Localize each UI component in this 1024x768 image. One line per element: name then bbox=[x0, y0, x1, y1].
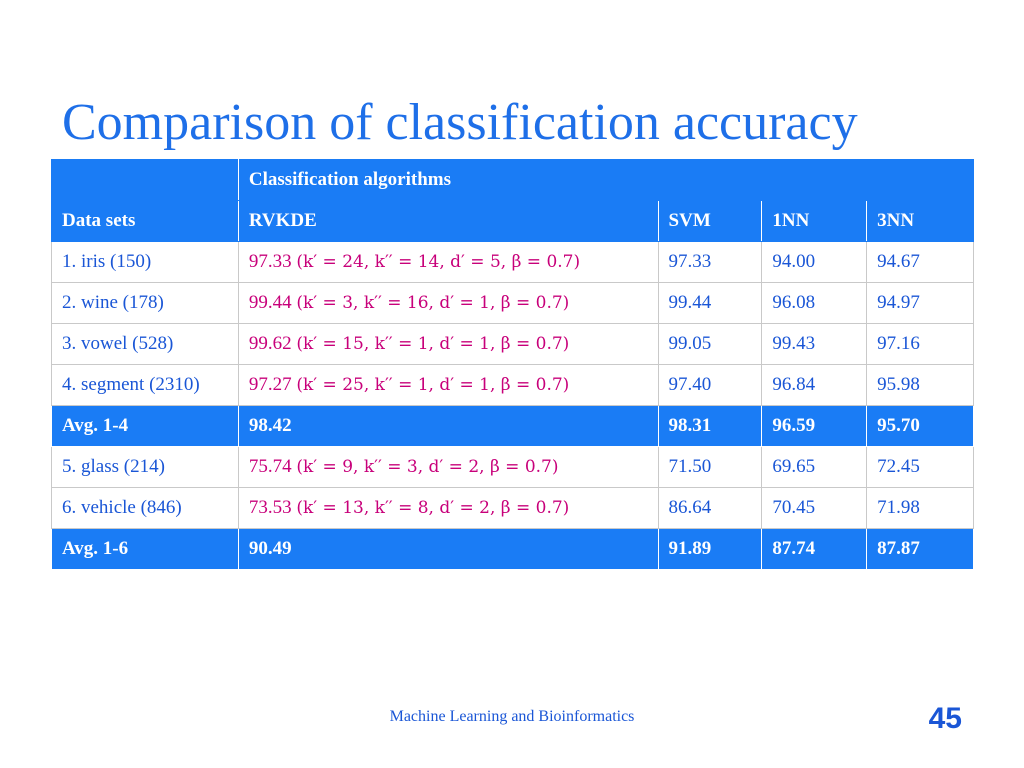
dataset-cell: 1. iris (150) bbox=[51, 241, 239, 283]
rvkde-accuracy: 97.27 bbox=[248, 374, 292, 395]
rvkde-parameters: (k′ = 3, k′′ = 16, d′ = 1, β = 0.7) bbox=[296, 293, 570, 313]
dataset-cell: 2. wine (178) bbox=[51, 282, 239, 324]
1nn-cell: 70.45 bbox=[761, 487, 868, 529]
table-group-header-row: Classification algorithms bbox=[51, 159, 975, 201]
rvkde-accuracy: 90.49 bbox=[248, 538, 292, 559]
svm-cell: 99.44 bbox=[657, 282, 763, 324]
svm-cell: 98.31 bbox=[657, 405, 763, 447]
column-header-rvkde: RVKDE bbox=[237, 200, 659, 242]
table-column-header-row: Data sets RVKDE SVM 1NN 3NN bbox=[51, 200, 974, 242]
table-row: 3. vowel (528) 99.62 (k′ = 15, k′′ = 1, d… bbox=[51, 323, 974, 365]
rvkde-cell: 97.27 (k′ = 25, k′′ = 1, d′ = 1, β = 0.7… bbox=[237, 364, 659, 406]
slide-title: Comparison of classification accuracy bbox=[62, 94, 858, 151]
svm-cell: 97.33 bbox=[657, 241, 763, 283]
rvkde-parameters: (k′ = 24, k′′ = 14, d′ = 5, β = 0.7) bbox=[296, 252, 581, 272]
rvkde-parameters: (k′ = 9, k′′ = 3, d′ = 2, β = 0.7) bbox=[296, 457, 559, 477]
dataset-cell: Avg. 1-4 bbox=[51, 405, 239, 447]
1nn-cell: 69.65 bbox=[761, 446, 868, 488]
table-row: 6. vehicle (846) 73.53 (k′ = 13, k′′ = 8,… bbox=[51, 487, 974, 529]
1nn-cell: 87.74 bbox=[761, 528, 868, 570]
table-row: 4. segment (2310) 97.27 (k′ = 25, k′′ = 1… bbox=[51, 364, 974, 406]
dataset-cell: 5. glass (214) bbox=[51, 446, 239, 488]
3nn-cell: 94.67 bbox=[866, 241, 974, 283]
average-row: Avg. 1-4 98.42 98.31 96.59 95.70 bbox=[51, 405, 974, 447]
3nn-cell: 97.16 bbox=[866, 323, 974, 365]
header-empty-cell bbox=[51, 159, 239, 201]
rvkde-cell: 99.44 (k′ = 3, k′′ = 16, d′ = 1, β = 0.7… bbox=[237, 282, 659, 324]
table-row: 2. wine (178) 99.44 (k′ = 3, k′′ = 16, d′… bbox=[51, 282, 974, 324]
dataset-cell: 6. vehicle (846) bbox=[51, 487, 239, 529]
svm-cell: 86.64 bbox=[657, 487, 763, 529]
svm-cell: 91.89 bbox=[657, 528, 763, 570]
svm-cell: 97.40 bbox=[657, 364, 763, 406]
column-header-datasets: Data sets bbox=[51, 200, 239, 242]
table-row: 1. iris (150) 97.33 (k′ = 24, k′′ = 14, d… bbox=[51, 241, 974, 283]
1nn-cell: 99.43 bbox=[761, 323, 868, 365]
3nn-cell: 71.98 bbox=[866, 487, 974, 529]
group-header-cell: Classification algorithms bbox=[237, 159, 975, 201]
rvkde-accuracy: 97.33 bbox=[248, 251, 292, 272]
dataset-cell: Avg. 1-6 bbox=[51, 528, 239, 570]
rvkde-parameters: (k′ = 25, k′′ = 1, d′ = 1, β = 0.7) bbox=[296, 375, 570, 395]
rvkde-parameters: (k′ = 13, k′′ = 8, d′ = 2, β = 0.7) bbox=[296, 498, 570, 518]
average-row: Avg. 1-6 90.49 91.89 87.74 87.87 bbox=[51, 528, 974, 570]
svm-cell: 71.50 bbox=[657, 446, 763, 488]
1nn-cell: 94.00 bbox=[761, 241, 868, 283]
accuracy-table: Classification algorithms Data sets RVKD… bbox=[51, 159, 975, 570]
table-row: 5. glass (214) 75.74 (k′ = 9, k′′ = 3, d′… bbox=[51, 446, 974, 488]
rvkde-cell: 90.49 bbox=[237, 528, 659, 570]
dataset-cell: 3. vowel (528) bbox=[51, 323, 239, 365]
dataset-cell: 4. segment (2310) bbox=[51, 364, 239, 406]
1nn-cell: 96.08 bbox=[761, 282, 868, 324]
page-number: 45 bbox=[928, 702, 962, 735]
3nn-cell: 94.97 bbox=[866, 282, 974, 324]
1nn-cell: 96.84 bbox=[761, 364, 868, 406]
rvkde-parameters: (k′ = 15, k′′ = 1, d′ = 1, β = 0.7) bbox=[296, 334, 570, 354]
rvkde-accuracy: 99.44 bbox=[248, 292, 292, 313]
rvkde-cell: 75.74 (k′ = 9, k′′ = 3, d′ = 2, β = 0.7) bbox=[237, 446, 659, 488]
column-header-1nn: 1NN bbox=[761, 200, 868, 242]
rvkde-cell: 73.53 (k′ = 13, k′′ = 8, d′ = 2, β = 0.7… bbox=[237, 487, 659, 529]
1nn-cell: 96.59 bbox=[761, 405, 868, 447]
3nn-cell: 95.98 bbox=[866, 364, 974, 406]
rvkde-accuracy: 75.74 bbox=[248, 456, 292, 477]
3nn-cell: 95.70 bbox=[866, 405, 974, 447]
rvkde-cell: 99.62 (k′ = 15, k′′ = 1, d′ = 1, β = 0.7… bbox=[237, 323, 659, 365]
rvkde-accuracy: 73.53 bbox=[248, 497, 292, 518]
rvkde-accuracy: 99.62 bbox=[248, 333, 292, 354]
rvkde-accuracy: 98.42 bbox=[248, 415, 292, 436]
column-header-3nn: 3NN bbox=[866, 200, 974, 242]
column-header-svm: SVM bbox=[657, 200, 763, 242]
3nn-cell: 87.87 bbox=[866, 528, 974, 570]
3nn-cell: 72.45 bbox=[866, 446, 974, 488]
rvkde-cell: 98.42 bbox=[237, 405, 659, 447]
svm-cell: 99.05 bbox=[657, 323, 763, 365]
rvkde-cell: 97.33 (k′ = 24, k′′ = 14, d′ = 5, β = 0.… bbox=[237, 241, 659, 283]
slide-footer: Machine Learning and Bioinformatics bbox=[389, 708, 635, 725]
